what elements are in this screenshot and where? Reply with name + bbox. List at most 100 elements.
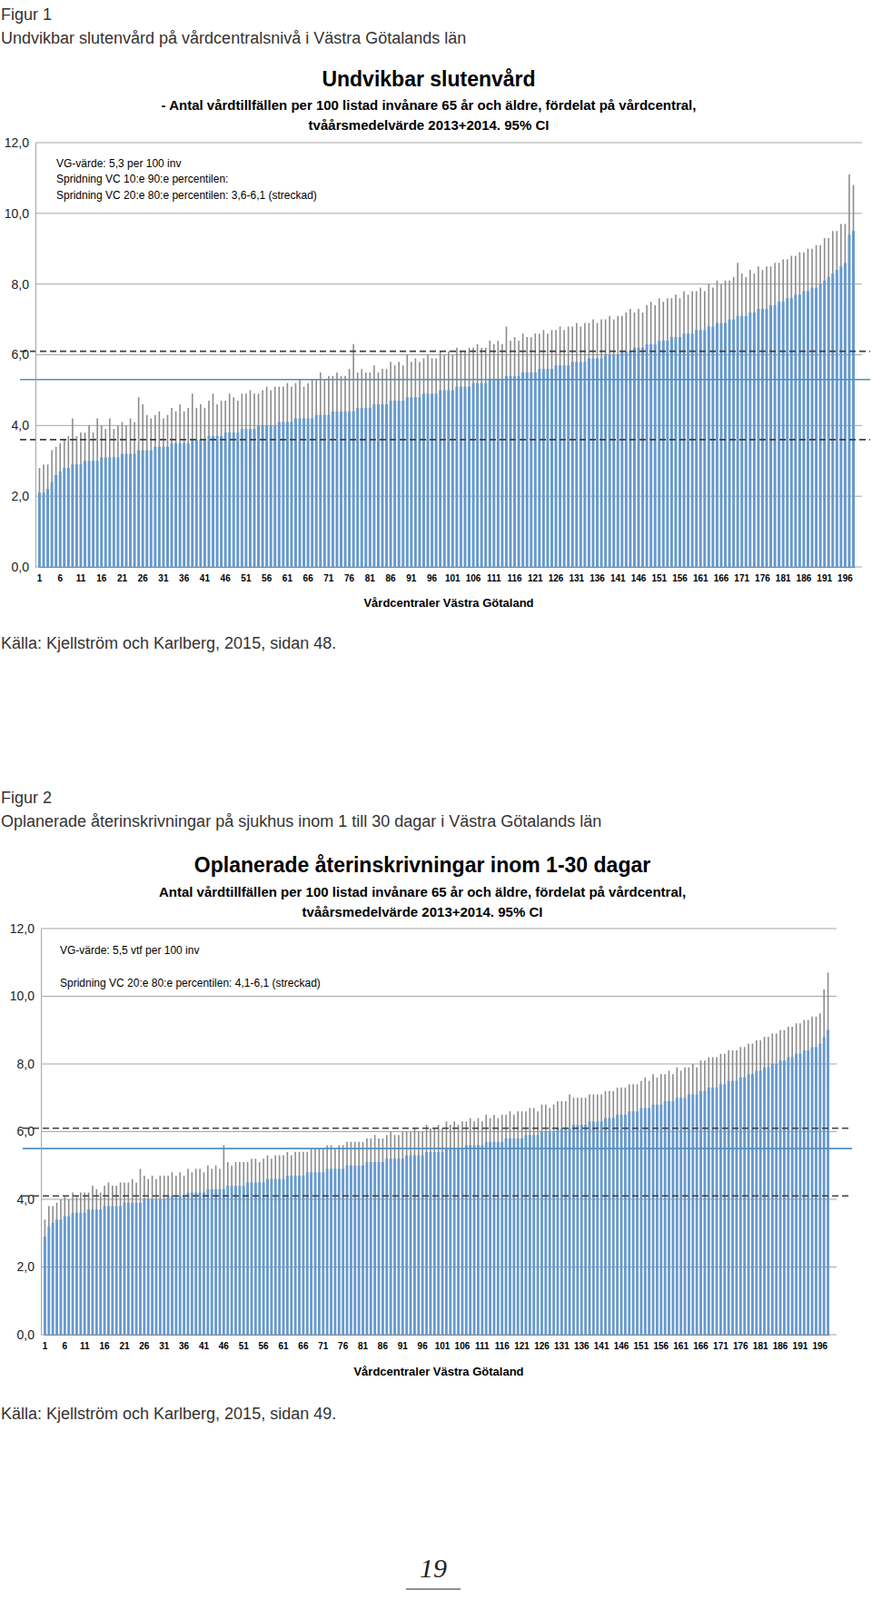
bar — [195, 439, 199, 567]
bar — [647, 1107, 651, 1335]
x-tick: 86 — [377, 1334, 389, 1351]
bar — [525, 1134, 528, 1335]
bar — [446, 389, 450, 567]
grid-line — [35, 142, 863, 144]
bar — [814, 287, 818, 567]
x-tick-label: 26 — [138, 1340, 150, 1351]
bar — [377, 1161, 381, 1335]
x-tick-label: 56 — [261, 573, 273, 584]
x-tick-label: 66 — [303, 573, 315, 584]
y-tick: 8,0 — [17, 1056, 41, 1071]
bar — [633, 347, 636, 567]
x-tick-label: 56 — [258, 1340, 270, 1351]
x-tick-label: 111 — [486, 573, 502, 584]
x-tick-label: 111 — [475, 1340, 490, 1351]
bar — [116, 456, 119, 567]
bar — [663, 1100, 667, 1335]
bar — [608, 355, 612, 568]
bar — [537, 368, 541, 567]
bar — [574, 361, 578, 567]
x-tick-label: 106 — [455, 1340, 471, 1351]
bar — [409, 1155, 413, 1335]
bar — [509, 376, 513, 567]
bar — [600, 357, 604, 567]
reference-line — [22, 1127, 853, 1130]
bar — [529, 372, 533, 567]
bar — [600, 1120, 604, 1335]
x-tick: 71 — [323, 566, 335, 584]
bar — [242, 1185, 246, 1335]
bar — [773, 305, 777, 567]
bar — [544, 1131, 547, 1336]
bar — [397, 400, 401, 567]
reference-line — [19, 438, 871, 441]
bar — [174, 1195, 178, 1335]
x-tick: 76 — [344, 566, 356, 584]
bar — [286, 421, 289, 567]
grid — [40, 928, 837, 1335]
bar — [211, 436, 215, 567]
bar — [554, 365, 558, 567]
y-tick-label: 10,0 — [4, 206, 30, 221]
bar — [802, 290, 805, 567]
x-tick: 171 — [713, 1334, 729, 1351]
x-tick-label: 186 — [772, 1340, 789, 1351]
x-tick-label: 21 — [117, 573, 129, 584]
bar — [654, 344, 657, 567]
bar — [607, 1118, 611, 1335]
bar — [91, 460, 95, 567]
bar — [550, 368, 554, 567]
bar — [62, 467, 66, 567]
y-axis: 0,02,04,06,08,010,012,0 — [4, 135, 37, 575]
bar — [47, 1226, 50, 1335]
bar — [91, 1208, 95, 1335]
bar — [655, 1104, 659, 1335]
y-tick-label: 8,0 — [17, 1056, 36, 1071]
bar — [210, 1189, 214, 1335]
bar — [534, 372, 537, 567]
figure-source: Källa: Kjellström och Karlberg, 2015, si… — [0, 634, 337, 653]
bar — [779, 1060, 783, 1335]
bar — [277, 421, 281, 567]
bar — [480, 1144, 484, 1335]
x-tick-label: 191 — [792, 1340, 809, 1351]
bar — [580, 1124, 584, 1335]
bar — [767, 1067, 771, 1335]
bar — [436, 1151, 440, 1335]
bar — [115, 1205, 119, 1335]
bar — [413, 1155, 417, 1335]
bar — [339, 411, 343, 567]
bar — [695, 1094, 699, 1335]
x-tick: 106 — [455, 1334, 471, 1351]
bar — [170, 1195, 174, 1335]
x-tick: 11 — [76, 566, 87, 584]
bar — [492, 379, 496, 567]
x-tick-label: 116 — [495, 1340, 511, 1351]
bar — [282, 1179, 286, 1335]
x-tick: 81 — [357, 1334, 369, 1351]
bar — [584, 1124, 587, 1335]
bar — [254, 1181, 258, 1335]
x-tick-label: 196 — [812, 1340, 828, 1351]
bar — [107, 1205, 110, 1335]
bar — [389, 1158, 393, 1335]
x-tick-label: 21 — [118, 1340, 130, 1351]
bar — [75, 464, 79, 567]
x-tick-label: 1 — [37, 573, 43, 584]
bar — [615, 1114, 619, 1335]
reference-line — [22, 1194, 853, 1197]
bar — [318, 415, 322, 567]
bar — [393, 1158, 397, 1335]
bar — [187, 1192, 190, 1335]
chart-subtitle: Antal vårdtillfällen per 100 listad invå… — [158, 883, 686, 900]
bar — [356, 407, 359, 567]
bar — [818, 1043, 822, 1335]
chart: Undvikbar slutenvård- Antal vårdtillfäll… — [4, 67, 871, 610]
x-tick: 146 — [614, 1334, 630, 1351]
x-tick: 86 — [386, 566, 397, 584]
chart-subtitle: tvåårsmedelvärde 2013+2014. 95% CI — [302, 903, 544, 920]
bar — [406, 396, 409, 567]
bar — [532, 1134, 536, 1335]
bar — [38, 492, 41, 567]
bar — [240, 428, 244, 567]
